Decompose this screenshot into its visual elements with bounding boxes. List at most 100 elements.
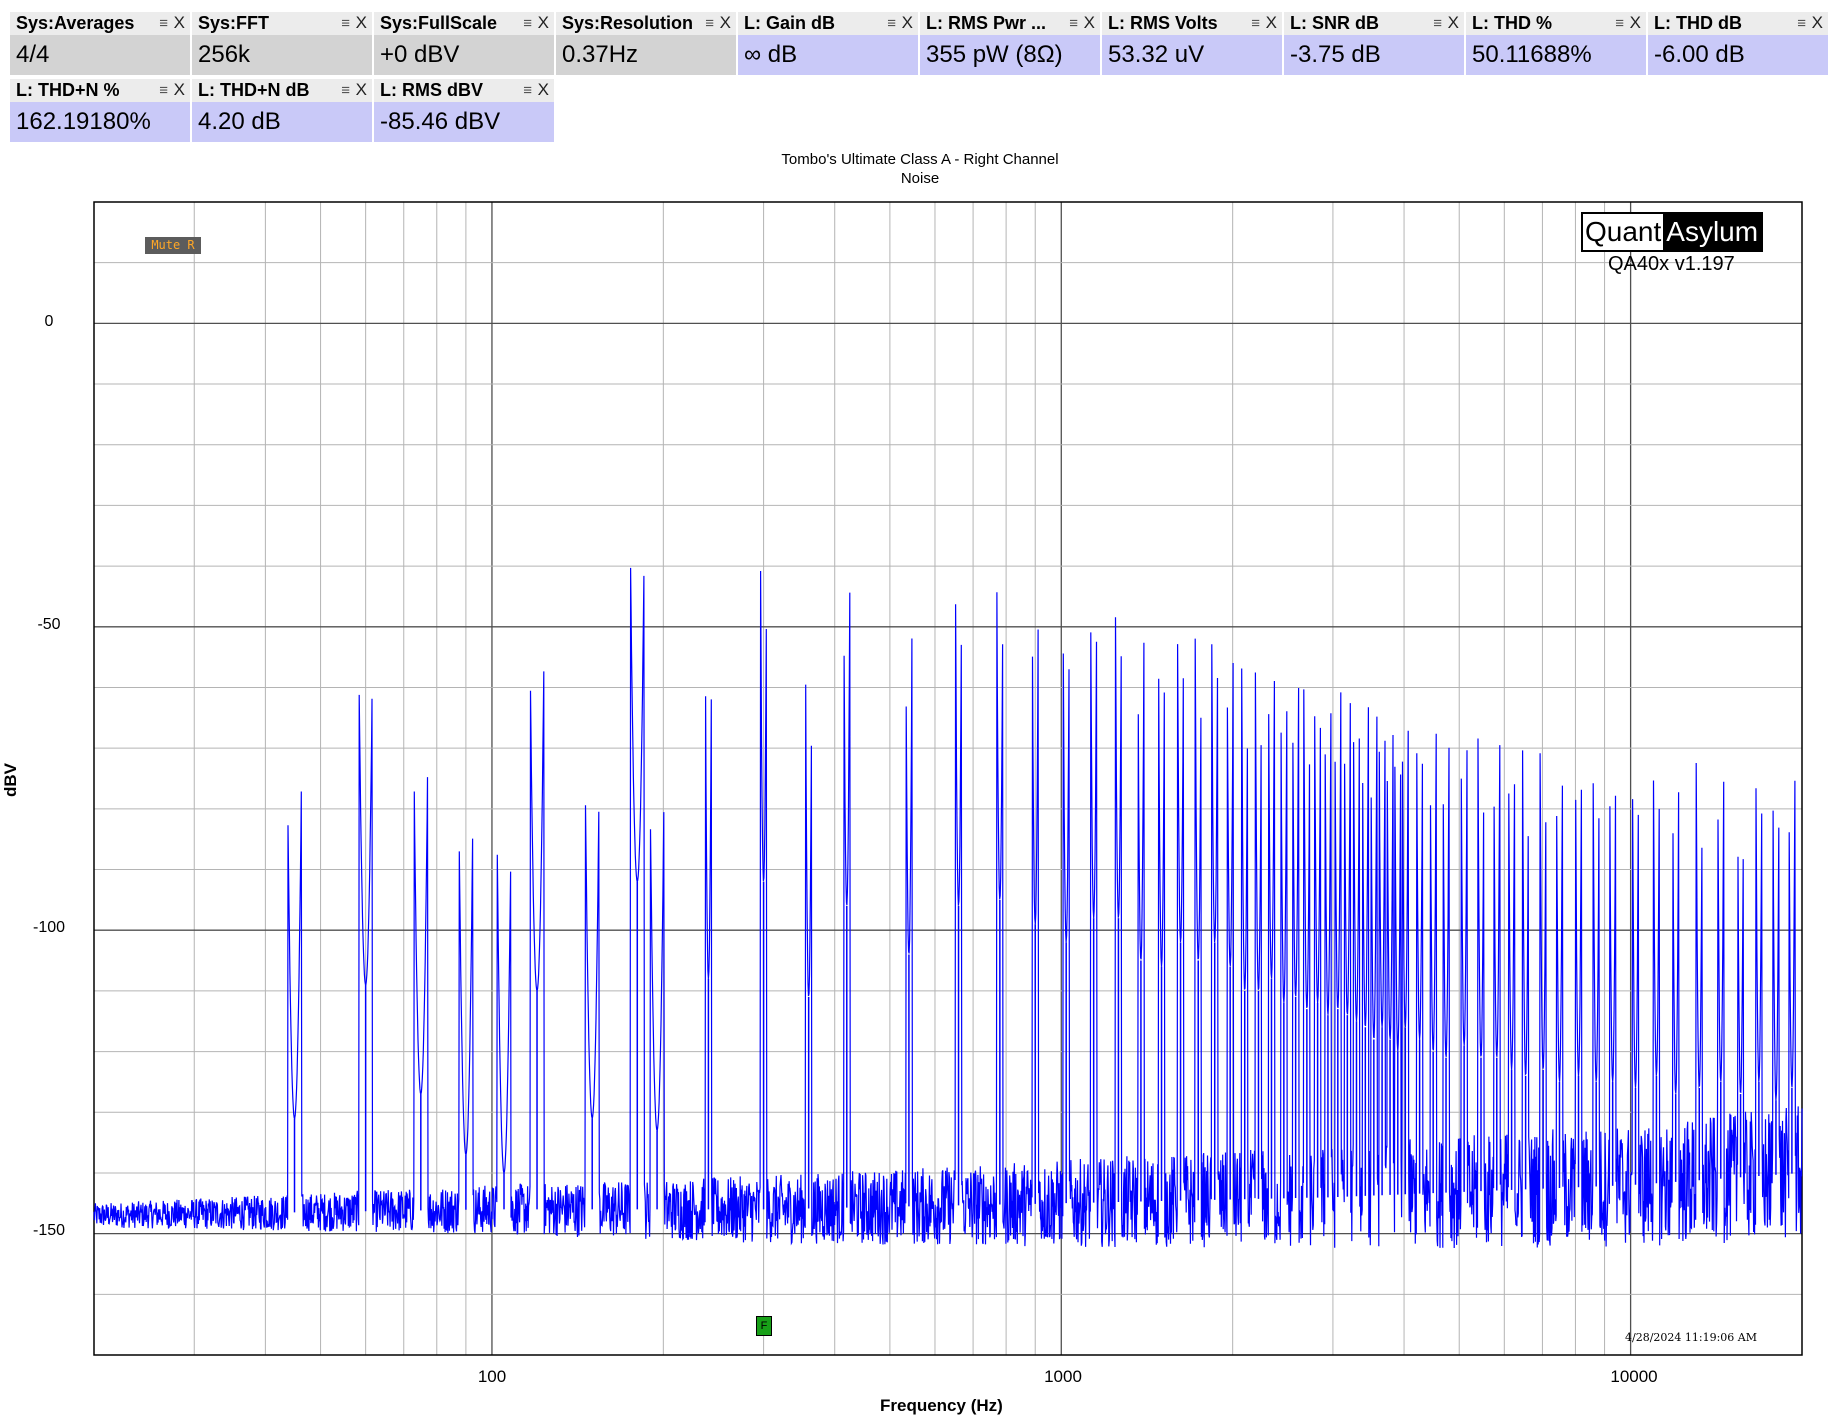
close-icon[interactable]: X bbox=[537, 13, 549, 32]
menu-icon[interactable]: ≡ bbox=[1615, 15, 1624, 32]
tile-label: L: THD+N dB bbox=[198, 80, 310, 100]
x-tick-100: 100 bbox=[477, 1367, 507, 1386]
y-tick-0: 0 bbox=[44, 313, 54, 330]
menu-icon[interactable]: ≡ bbox=[523, 15, 532, 32]
x-tick-1000: 1000 bbox=[1044, 1367, 1082, 1386]
trace-group bbox=[93, 567, 1803, 1249]
tile-header: Sys:FullScale ≡ X bbox=[374, 12, 554, 35]
tile-header: L: RMS dBV ≡ X bbox=[374, 79, 554, 102]
tile-label: L: RMS Pwr ... bbox=[926, 13, 1047, 33]
close-icon[interactable]: X bbox=[173, 13, 185, 32]
close-icon[interactable]: X bbox=[719, 13, 731, 32]
tile-label: Sys:FullScale bbox=[380, 13, 498, 33]
measurement-tile[interactable]: L: RMS Volts ≡ X 53.32 uV bbox=[1102, 12, 1282, 75]
tile-header: L: SNR dB ≡ X bbox=[1284, 12, 1464, 35]
menu-icon[interactable]: ≡ bbox=[159, 82, 168, 99]
close-icon[interactable]: X bbox=[1447, 13, 1459, 32]
close-icon[interactable]: X bbox=[1083, 13, 1095, 32]
tile-value: -85.46 dBV bbox=[374, 102, 554, 142]
plot-grid bbox=[93, 202, 1803, 1355]
version-label: QA40x v1.197 bbox=[1608, 253, 1735, 275]
mute-r-button[interactable]: Mute R bbox=[145, 237, 201, 254]
close-icon[interactable]: X bbox=[1811, 13, 1823, 32]
tile-header: L: RMS Pwr ... ≡ X bbox=[920, 12, 1100, 35]
tile-label: L: SNR dB bbox=[1290, 13, 1379, 33]
measurement-tile[interactable]: L: THD+N % ≡ X 162.19180% bbox=[10, 79, 190, 142]
tile-label: Sys:Resolution bbox=[562, 13, 694, 33]
menu-icon[interactable]: ≡ bbox=[523, 82, 532, 99]
menu-icon[interactable]: ≡ bbox=[705, 15, 714, 32]
tile-value: 162.19180% bbox=[10, 102, 190, 142]
menu-icon[interactable]: ≡ bbox=[341, 15, 350, 32]
tile-row-1: Sys:Averages ≡ X 4/4 Sys:FFT ≡ X 256k Sys:FullSc… bbox=[10, 12, 1830, 75]
tile-value: 53.32 uV bbox=[1102, 35, 1282, 75]
spectrum-trace bbox=[93, 567, 1803, 1249]
quantasylum-logo: Quant Asylum bbox=[1581, 212, 1764, 252]
menu-icon[interactable]: ≡ bbox=[1433, 15, 1442, 32]
tile-value: 4/4 bbox=[10, 35, 190, 75]
plot-frame bbox=[93, 201, 1803, 1356]
close-icon[interactable]: X bbox=[355, 13, 367, 32]
measurement-tile[interactable]: L: THD+N dB ≡ X 4.20 dB bbox=[192, 79, 372, 142]
menu-icon[interactable]: ≡ bbox=[159, 15, 168, 32]
tile-value: 4.20 dB bbox=[192, 102, 372, 142]
tile-label: Sys:FFT bbox=[198, 13, 270, 33]
tile-header: L: THD+N % ≡ X bbox=[10, 79, 190, 102]
logo-text-quant: Quant bbox=[1583, 214, 1664, 250]
tile-header: Sys:FFT ≡ X bbox=[192, 12, 372, 35]
y-tick-minus50: -50 bbox=[37, 616, 61, 633]
tile-label: L: RMS Volts bbox=[1108, 13, 1218, 33]
close-icon[interactable]: X bbox=[173, 80, 185, 99]
measurement-tile[interactable]: L: Gain dB ≡ X ∞ dB bbox=[738, 12, 918, 75]
measurement-tile[interactable]: Sys:Resolution ≡ X 0.37Hz bbox=[556, 12, 736, 75]
measurement-tile[interactable]: L: RMS dBV ≡ X -85.46 dBV bbox=[374, 79, 554, 142]
tile-value: 50.11688% bbox=[1466, 35, 1646, 75]
close-icon[interactable]: X bbox=[355, 80, 367, 99]
tile-label: L: THD % bbox=[1472, 13, 1552, 33]
measurement-tile[interactable]: Sys:FullScale ≡ X +0 dBV bbox=[374, 12, 554, 75]
tile-header: Sys:Averages ≡ X bbox=[10, 12, 190, 35]
tile-value: -3.75 dB bbox=[1284, 35, 1464, 75]
close-icon[interactable]: X bbox=[1265, 13, 1277, 32]
measurement-tile[interactable]: Sys:FFT ≡ X 256k bbox=[192, 12, 372, 75]
menu-icon[interactable]: ≡ bbox=[341, 82, 350, 99]
menu-icon[interactable]: ≡ bbox=[1069, 15, 1078, 32]
close-icon[interactable]: X bbox=[901, 13, 913, 32]
tile-value: -6.00 dB bbox=[1648, 35, 1828, 75]
tile-header: L: RMS Volts ≡ X bbox=[1102, 12, 1282, 35]
tile-row-2: L: THD+N % ≡ X 162.19180% L: THD+N dB ≡ X 4.20 … bbox=[10, 79, 1830, 142]
tile-header: L: THD+N dB ≡ X bbox=[192, 79, 372, 102]
y-tick-minus150: -150 bbox=[32, 1222, 66, 1239]
tile-label: L: Gain dB bbox=[744, 13, 835, 33]
timestamp: 4/28/2024 11:19:06 AM bbox=[1625, 1331, 1758, 1344]
measurement-tiles: Sys:Averages ≡ X 4/4 Sys:FFT ≡ X 256k Sys:FullSc… bbox=[10, 12, 1830, 146]
y-tick-minus100: -100 bbox=[32, 919, 66, 936]
measurement-tile[interactable]: L: SNR dB ≡ X -3.75 dB bbox=[1284, 12, 1464, 75]
x-axis-label: Frequency (Hz) bbox=[880, 1396, 1003, 1415]
x-tick-10000: 10000 bbox=[1610, 1367, 1658, 1386]
tile-header: L: Gain dB ≡ X bbox=[738, 12, 918, 35]
chart-subtitle: Noise bbox=[900, 170, 940, 187]
tile-header: L: THD dB ≡ X bbox=[1648, 12, 1828, 35]
tile-value: 355 pW (8Ω) bbox=[920, 35, 1100, 75]
tile-label: Sys:Averages bbox=[16, 13, 135, 33]
fundamental-marker[interactable]: F bbox=[756, 1316, 772, 1336]
close-icon[interactable]: X bbox=[537, 80, 549, 99]
measurement-tile[interactable]: L: THD % ≡ X 50.11688% bbox=[1466, 12, 1646, 75]
chart-title: Tombo's Ultimate Class A - Right Channel bbox=[781, 151, 1059, 168]
menu-icon[interactable]: ≡ bbox=[1797, 15, 1806, 32]
close-icon[interactable]: X bbox=[1629, 13, 1641, 32]
tile-label: L: RMS dBV bbox=[380, 80, 483, 100]
tile-label: L: THD dB bbox=[1654, 13, 1742, 33]
tile-value: ∞ dB bbox=[738, 35, 918, 75]
menu-icon[interactable]: ≡ bbox=[1251, 15, 1260, 32]
measurement-tile[interactable]: L: THD dB ≡ X -6.00 dB bbox=[1648, 12, 1828, 75]
y-axis-label: dBV bbox=[1, 763, 20, 797]
tile-header: L: THD % ≡ X bbox=[1466, 12, 1646, 35]
tile-value: +0 dBV bbox=[374, 35, 554, 75]
logo-text-asylum: Asylum bbox=[1663, 214, 1762, 250]
measurement-tile[interactable]: Sys:Averages ≡ X 4/4 bbox=[10, 12, 190, 75]
menu-icon[interactable]: ≡ bbox=[887, 15, 896, 32]
measurement-tile[interactable]: L: RMS Pwr ... ≡ X 355 pW (8Ω) bbox=[920, 12, 1100, 75]
